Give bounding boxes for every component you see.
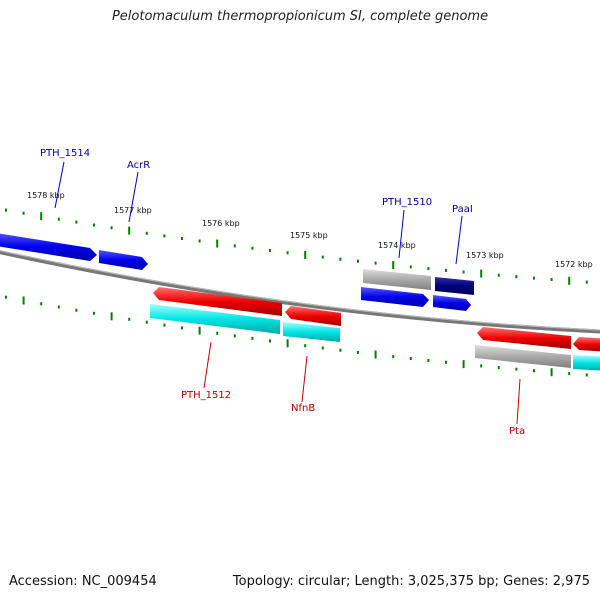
leader-paai xyxy=(455,215,463,265)
gene-upper-gray[interactable] xyxy=(363,269,431,290)
leader-pth1514 xyxy=(54,161,65,209)
leader-pth1510 xyxy=(398,209,405,259)
gene-paai[interactable] xyxy=(433,295,471,311)
leader-pta xyxy=(516,378,521,425)
gene-acrr[interactable] xyxy=(99,250,148,270)
gene-pta[interactable] xyxy=(477,327,571,349)
genome-backbone-highlight xyxy=(0,250,600,331)
leader-pth1512 xyxy=(203,341,212,389)
leader-acrr xyxy=(128,171,139,223)
gene-upper-navy[interactable] xyxy=(435,277,474,295)
scale-label-1578: 1578 kbp xyxy=(27,191,65,200)
gene-nfnb[interactable] xyxy=(285,306,341,326)
label-pth1512[interactable]: PTH_1512 xyxy=(181,390,231,401)
scale-label-1573: 1573 kbp xyxy=(466,251,504,260)
scale-label-1576: 1576 kbp xyxy=(202,219,240,228)
accession-text: Accession: NC_009454 xyxy=(9,574,157,589)
gene-right-red[interactable] xyxy=(573,337,600,352)
gene-pth1510[interactable] xyxy=(361,287,429,307)
cds-track-right[interactable] xyxy=(573,355,600,371)
label-paai[interactable]: PaaI xyxy=(452,204,473,215)
label-nfnb[interactable]: NfnB xyxy=(291,403,315,414)
scale-label-1574: 1574 kbp xyxy=(378,241,416,250)
scale-label-1575: 1575 kbp xyxy=(290,231,328,240)
label-pth1510[interactable]: PTH_1510 xyxy=(382,197,432,208)
cds-track-nfnb[interactable] xyxy=(283,322,340,342)
label-pta[interactable]: Pta xyxy=(509,426,525,437)
gene-pth1512[interactable] xyxy=(153,287,282,316)
gene-lower-gray[interactable] xyxy=(475,345,571,368)
cds-track-pth1512[interactable] xyxy=(150,304,280,334)
leader-nfnb xyxy=(301,355,308,403)
upper-tick-track xyxy=(5,208,588,285)
label-pth1514[interactable]: PTH_1514 xyxy=(40,148,90,159)
genome-summary-text: Topology: circular; Length: 3,025,375 bp… xyxy=(232,574,590,589)
label-acrr[interactable]: AcrR xyxy=(127,160,150,171)
scale-label-1577: 1577 kbp xyxy=(114,206,152,215)
genome-backbone xyxy=(0,250,600,334)
map-title: Pelotomaculum thermopropionicum SI, comp… xyxy=(111,9,489,24)
lower-tick-track xyxy=(5,295,588,377)
gene-pth1514[interactable] xyxy=(0,232,97,261)
scale-label-1572: 1572 kbp xyxy=(555,260,593,269)
